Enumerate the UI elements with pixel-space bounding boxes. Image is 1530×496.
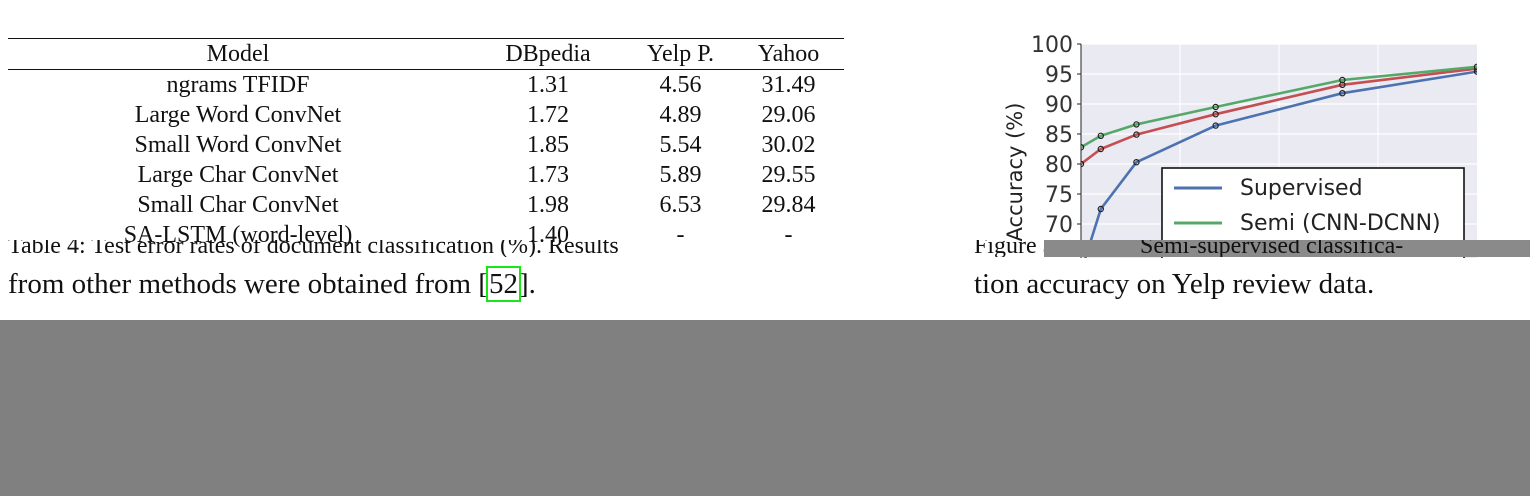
cell-yelp: 6.53 [659, 192, 702, 218]
data-point [1133, 121, 1140, 128]
y-tick-label: 90 [1045, 93, 1073, 118]
y-tick-label: 95 [1045, 63, 1073, 88]
table-row: ngrams TFIDF 1.31 4.56 31.49 [8, 70, 844, 101]
cell-model: Small Char ConvNet [137, 192, 339, 218]
data-point [1212, 110, 1219, 118]
accuracy-line-chart: 100 95 90 85 80 75 70 Accuracy (%) Supervised Sem… [1003, 33, 1477, 258]
citation-link[interactable]: 52 [485, 266, 521, 302]
table-header-row: Model DBpedia Yelp P. Yahoo [8, 38, 844, 70]
legend-label: Supervised [1240, 176, 1363, 201]
table-row: Large Char ConvNet 1.73 5.89 29.55 [8, 160, 844, 190]
gray-band [0, 320, 1530, 496]
cell-yahoo: 30.02 [761, 132, 816, 158]
figure-caption-line2: tion accuracy on Yelp review data. [974, 268, 1375, 300]
data-point [1133, 131, 1140, 138]
figure-caption-cut-rest: Semi-supervised classifica- [1140, 240, 1520, 257]
cell-yahoo: - [784, 222, 793, 248]
data-point [1212, 103, 1219, 111]
gray-occlusion-strip [1044, 240, 1530, 257]
cell-dbpedia: 1.73 [527, 162, 569, 188]
data-point [1097, 205, 1104, 213]
data-point [1133, 158, 1140, 166]
data-point [1081, 160, 1085, 168]
data-point [1097, 132, 1104, 140]
series-line [1081, 65, 1477, 149]
table-caption-cut-line: Table 4: Test error rates of document cl… [8, 240, 913, 257]
cell-dbpedia: 1.85 [527, 132, 569, 158]
data-point [1097, 145, 1104, 153]
y-tick-label: 100 [1031, 33, 1073, 58]
cell-yahoo: 29.84 [761, 192, 816, 218]
results-table: Model DBpedia Yelp P. Yahoo ngrams TFIDF… [8, 38, 844, 250]
data-point [1339, 89, 1346, 97]
cell-dbpedia: 1.31 [527, 72, 569, 98]
cell-dbpedia: 1.98 [527, 192, 569, 218]
data-point [1212, 122, 1219, 129]
cell-model: Small Word ConvNet [134, 132, 342, 158]
table-row: SA-LSTM (word-level) 1.40 - - [8, 220, 844, 250]
cell-yelp: 5.89 [659, 162, 702, 188]
data-point [1473, 63, 1477, 70]
data-point [1081, 144, 1085, 151]
y-axis-label: Accuracy (%) [1003, 103, 1027, 242]
figure-caption-cut-start: Figure 3: [974, 240, 1044, 257]
series-line [1084, 70, 1477, 258]
cell-yelp: 4.56 [659, 72, 702, 98]
data-point [1339, 76, 1346, 84]
table-row: Small Char ConvNet 1.98 6.53 29.84 [8, 190, 844, 220]
cell-yelp: 5.54 [659, 132, 702, 158]
header-yelp: Yelp P. [647, 41, 714, 67]
table-caption-line1: Table 4: Test error rates of document cl… [8, 240, 619, 257]
figure-caption-line1: Semi-supervised classifica- [1140, 240, 1404, 257]
header-model: Model [206, 41, 270, 67]
header-dbpedia: DBpedia [505, 41, 591, 67]
legend-label: Semi (CNN-DCNN) [1240, 211, 1441, 236]
cell-dbpedia: 1.72 [527, 102, 569, 128]
figure-caption-label: Figure 3: [974, 240, 1044, 257]
cell-yahoo: 29.06 [761, 102, 816, 128]
cell-model: SA-LSTM (word-level) [123, 222, 353, 248]
cell-model: Large Char ConvNet [137, 162, 339, 188]
y-tick-label: 70 [1045, 213, 1073, 238]
cell-dbpedia: 1.40 [527, 222, 569, 248]
table-caption-line2: from other methods were obtained from [5… [8, 266, 536, 302]
table-row: Large Word ConvNet 1.72 4.89 29.06 [8, 100, 844, 130]
caption-text-end: ]. [518, 268, 536, 300]
cell-yelp: - [676, 222, 685, 248]
caption-text: from other methods were obtained from [ [8, 268, 488, 300]
y-tick-label: 85 [1045, 123, 1073, 148]
cell-model: Large Word ConvNet [134, 102, 342, 128]
y-tick-label: 75 [1045, 183, 1073, 208]
cell-model: ngrams TFIDF [166, 72, 310, 98]
cell-yelp: 4.89 [659, 102, 702, 128]
series-line [1081, 67, 1477, 166]
cell-yahoo: 31.49 [761, 72, 816, 98]
header-yahoo: Yahoo [757, 41, 820, 67]
cell-yahoo: 29.55 [761, 162, 816, 188]
table-row: Small Word ConvNet 1.85 5.54 30.02 [8, 130, 844, 160]
y-tick-label: 80 [1045, 153, 1073, 178]
